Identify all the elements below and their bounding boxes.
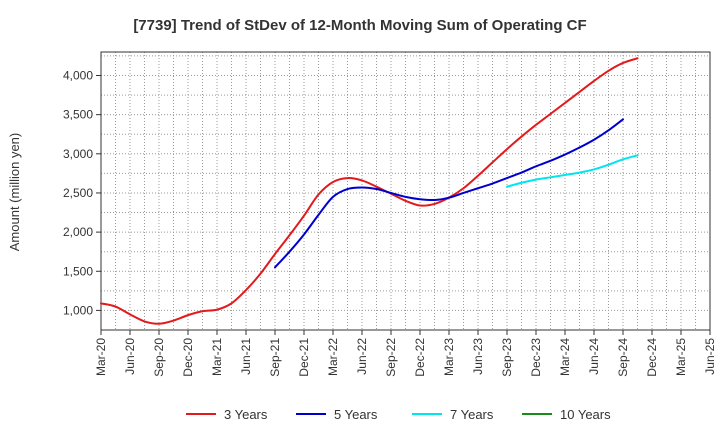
legend-label: 7 Years [450,407,494,422]
x-tick-label: Sep-20 [152,338,166,377]
chart-title: [7739] Trend of StDev of 12-Month Moving… [133,17,586,34]
x-tick-label: Sep-21 [268,338,282,377]
series-line-7-years [506,154,639,188]
x-tick-label: Dec-21 [297,338,311,377]
x-tick-label: Dec-23 [529,338,543,377]
x-tick-label: Jun-24 [587,338,601,375]
legend-label: 10 Years [560,407,611,422]
legend-label: 5 Years [334,407,378,422]
x-tick-label: Mar-25 [674,338,688,376]
y-tick-label: 2,500 [63,186,93,200]
y-tick-label: 3,500 [63,108,93,122]
x-tick-label: Jun-21 [239,338,253,375]
y-axis-label: Amount (million yen) [7,133,22,252]
x-tick-label: Mar-21 [210,338,224,376]
series-line-5-years [274,118,624,269]
x-tick-label: Dec-24 [645,338,659,377]
x-tick-label: Jun-22 [355,338,369,375]
x-tick-label: Sep-22 [384,338,398,377]
x-tick-label: Jun-23 [471,338,485,375]
x-tick-label: Jun-25 [703,338,717,375]
y-tick-label: 2,000 [63,225,93,239]
plot-frame [100,51,711,331]
x-tick-label: Mar-22 [326,338,340,376]
y-tick-label: 1,000 [63,303,93,317]
y-tick-label: 4,000 [63,68,93,82]
legend-label: 3 Years [224,407,268,422]
x-tick-label: Dec-22 [413,338,427,377]
x-tick-label: Mar-23 [442,338,456,376]
x-tick-label: Dec-20 [181,338,195,377]
x-tick-label: Mar-20 [94,338,108,376]
y-tick-label: 3,000 [63,147,93,161]
plot-area: 1,000 1,500 2,000 2,500 3,000 3,500 4,000 Mar-2… [63,51,717,377]
series-line-3-years [100,57,639,325]
x-tick-label: Jun-20 [123,338,137,375]
x-tick-label: Sep-24 [616,338,630,377]
x-tick-label: Sep-23 [500,338,514,377]
y-tick-label: 1,500 [63,264,93,278]
x-tick-label: Mar-24 [558,338,572,376]
legend: 3 Years 5 Years 7 Years 10 Years [186,407,611,422]
